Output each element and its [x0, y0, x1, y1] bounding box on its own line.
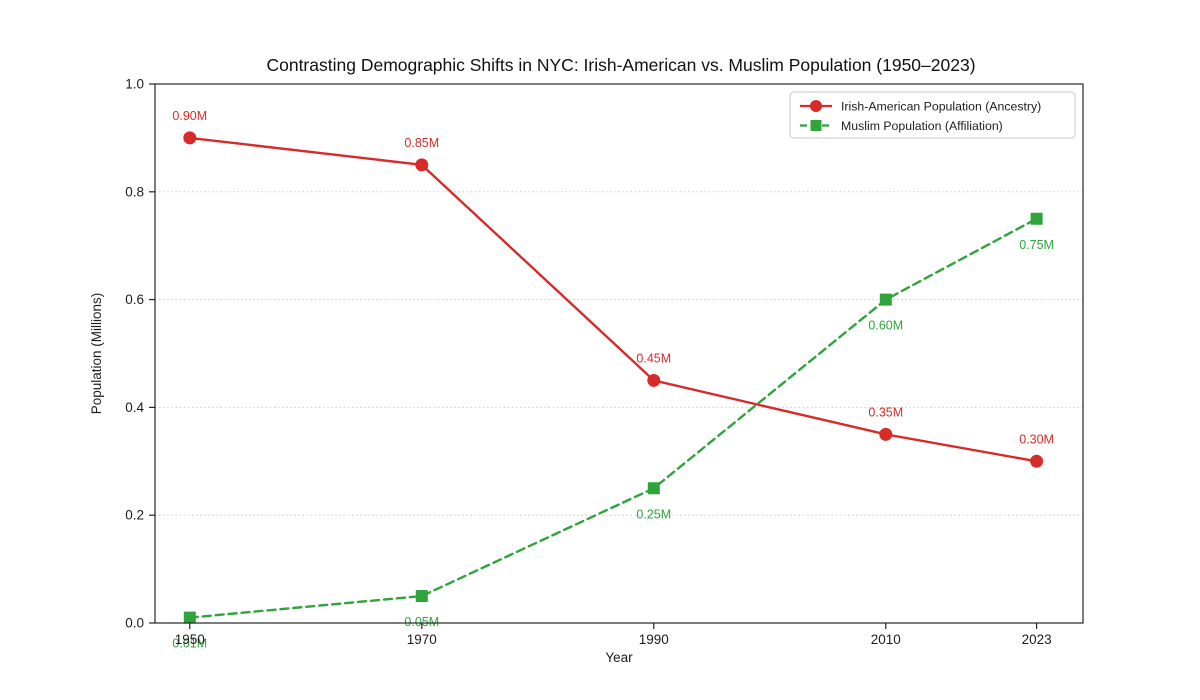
chart-title: Contrasting Demographic Shifts in NYC: I… [266, 55, 975, 75]
y-tick-label: 1.0 [125, 77, 144, 92]
y-tick-label: 0.4 [125, 400, 144, 415]
legend-label: Muslim Population (Affiliation) [841, 119, 1003, 133]
data-point-label: 0.05M [404, 615, 439, 629]
data-point-label: 0.25M [636, 507, 671, 521]
data-point-marker [415, 590, 428, 603]
data-point-marker [183, 131, 197, 145]
data-point-label: 0.90M [172, 109, 207, 123]
y-tick-label: 0.6 [125, 292, 144, 307]
data-point-label: 0.35M [868, 405, 903, 419]
data-point-marker [879, 293, 892, 306]
data-point-marker [183, 611, 196, 624]
x-axis-label: Year [605, 650, 633, 665]
legend-marker [810, 100, 822, 112]
y-tick-label: 0.0 [125, 616, 144, 631]
legend-label: Irish-American Population (Ancestry) [841, 99, 1041, 113]
series-line-1 [188, 217, 1038, 619]
legend-marker [810, 120, 822, 131]
data-point-marker [415, 158, 429, 172]
data-point-marker [879, 427, 893, 441]
data-point-label: 0.75M [1019, 238, 1054, 252]
plot-border [154, 83, 1084, 624]
data-point-label: 0.30M [1019, 432, 1054, 446]
data-point-marker [1030, 454, 1044, 468]
data-point-marker [1030, 212, 1043, 225]
legend: Irish-American Population (Ancestry) Musl… [789, 91, 1076, 139]
data-point-marker [647, 482, 660, 495]
data-point-marker [647, 373, 661, 387]
x-tick-label: 2010 [871, 632, 901, 647]
y-tick-label: 0.8 [125, 184, 144, 199]
y-axis-label: Population (Millions) [89, 293, 104, 415]
x-tick-label: 1950 [175, 632, 205, 647]
y-tick-label: 0.2 [125, 508, 144, 523]
data-point-label: 0.60M [868, 319, 903, 333]
x-tick-label: 1990 [639, 632, 669, 647]
data-point-label: 0.45M [636, 351, 671, 365]
data-point-label: 0.85M [404, 136, 439, 150]
x-tick-label: 1970 [407, 632, 437, 647]
data-point-label: 0.01M [172, 637, 207, 651]
x-tick-label: 2023 [1022, 632, 1052, 647]
legend-box [789, 91, 1076, 139]
